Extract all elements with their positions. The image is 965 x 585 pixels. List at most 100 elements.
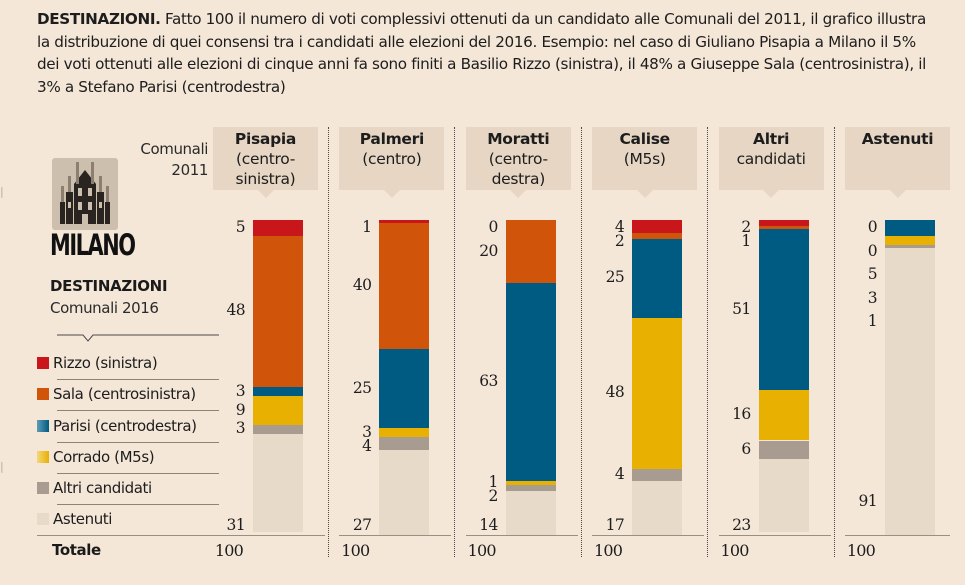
column-header-sub: (centro- destra) — [488, 150, 548, 188]
legend-label: Corrado (M5s) — [53, 448, 155, 466]
duomo-milano-icon — [52, 158, 118, 230]
data-label-astenuti: 17 — [605, 516, 625, 534]
data-label-corrado: 1 — [488, 473, 499, 492]
column-header-name: Pisapia — [234, 130, 297, 148]
legend-swatch-corrado — [37, 451, 49, 463]
column-header-name: Moratti — [487, 130, 550, 148]
bar-segment-altri — [758, 440, 809, 460]
column-header-palmeri: Palmeri (centro) — [339, 127, 445, 198]
column-header-name: Astenuti — [861, 130, 934, 148]
bar-segment-astenuti — [632, 481, 683, 535]
intro-text: DESTINAZIONI. Fatto 100 il numero di vot… — [37, 8, 937, 98]
legend-item-parisi: Parisi (centrodestra) — [37, 415, 197, 437]
data-label-rizzo: 0 — [488, 218, 499, 236]
bar-segment-corrado — [758, 390, 809, 441]
bar-segment-sala — [253, 235, 303, 387]
legend-item-sala: Sala (centrosinistra) — [37, 383, 196, 405]
column-header-name: Palmeri — [359, 130, 425, 148]
bar-segment-astenuti — [885, 248, 935, 535]
data-label-corrado: 16 — [732, 405, 751, 424]
column-header-calise: Calise (M5s) — [592, 127, 698, 198]
column-header-sub: (centro- sinistra) — [235, 150, 296, 188]
edge-artifact: | — [0, 460, 4, 473]
column-header-pisapia: Pisapia (centro- sinistra) — [213, 127, 318, 198]
bar-segment-rizzo — [253, 220, 303, 236]
data-label-sala: 20 — [479, 241, 498, 260]
data-label-sala: 1 — [741, 232, 751, 250]
bar-segment-parisi — [758, 229, 809, 391]
bar-segment-sala — [379, 223, 430, 350]
data-label-sala: 2 — [614, 232, 625, 250]
data-label-sala: 40 — [352, 276, 372, 295]
bar-segment-rizzo — [632, 220, 683, 233]
legend-swatch-rizzo — [37, 357, 49, 369]
column-total: 100 — [846, 541, 876, 560]
bar-segment-parisi — [885, 220, 935, 236]
bar-segment-sala — [632, 232, 683, 239]
data-label-astenuti: 27 — [352, 516, 372, 534]
bar-segment-corrado — [379, 427, 430, 438]
bar-segment-astenuti — [505, 490, 556, 535]
data-label-parisi: 25 — [605, 268, 625, 287]
bar-segment-altri — [253, 424, 303, 435]
legend-divider — [57, 379, 219, 380]
data-label-astenuti: 91 — [858, 492, 877, 510]
column-total: 100 — [214, 541, 244, 560]
data-label-parisi: 51 — [732, 299, 751, 318]
legend-swatch-sala — [37, 388, 49, 400]
baseline — [339, 535, 452, 536]
bar-segment-corrado — [505, 481, 556, 485]
data-label-altri: 6 — [741, 439, 751, 458]
legend-item-altri: Altri candidati — [37, 477, 152, 499]
data-label-parisi: 3 — [235, 381, 246, 400]
bar-segment-rizzo — [758, 220, 809, 227]
legend-label: Sala (centrosinistra) — [53, 385, 196, 403]
origin-label-line1: Comunali — [140, 140, 208, 158]
data-label-altri: 4 — [362, 436, 372, 455]
column-header-name: Altri — [753, 130, 790, 148]
bar-segment-sala — [505, 220, 556, 283]
legend-swatch-astenuti — [37, 513, 49, 525]
data-label-corrado: 3 — [867, 288, 878, 307]
baseline — [465, 535, 578, 536]
legend-divider — [57, 504, 219, 505]
data-label-astenuti: 31 — [226, 516, 245, 534]
column-header-sub: (centro) — [362, 150, 422, 168]
column-header-sub: (M5s) — [623, 150, 666, 168]
data-label-parisi: 25 — [352, 378, 372, 397]
data-label-astenuti: 14 — [479, 516, 498, 534]
column-total: 100 — [720, 541, 749, 560]
legend-divider — [57, 473, 219, 474]
legend-item-astenuti: Astenuti — [37, 508, 112, 530]
legend-pointer-line — [57, 334, 219, 342]
data-label-rizzo: 0 — [867, 218, 878, 236]
column-total: 100 — [341, 541, 370, 560]
legend-swatch-altri — [37, 482, 49, 494]
legend-label: Altri candidati — [53, 479, 152, 497]
data-label-altri: 2 — [488, 487, 499, 506]
column-separator — [833, 127, 835, 557]
bar-segment-astenuti — [758, 459, 809, 532]
bar-segment-parisi — [379, 349, 430, 428]
destinations-subtitle: Comunali 2016 — [50, 299, 159, 317]
column-total: 100 — [467, 541, 497, 560]
data-label-rizzo: 1 — [362, 218, 372, 236]
baseline — [718, 535, 831, 536]
bar-segment-parisi — [253, 386, 303, 397]
origin-label-line2: 2011 — [171, 161, 208, 179]
data-label-corrado: 9 — [235, 400, 246, 419]
legend-divider — [57, 410, 219, 411]
baseline — [592, 535, 705, 536]
totale-label: Totale — [52, 541, 101, 559]
legend-divider — [57, 442, 219, 443]
bar-segment-parisi — [505, 283, 556, 482]
legend-item-corrado: Corrado (M5s) — [37, 446, 155, 468]
legend-swatch-parisi — [37, 420, 49, 432]
data-label-sala: 48 — [226, 301, 245, 320]
city-name: MILANO — [50, 228, 136, 262]
data-label-corrado: 48 — [605, 383, 625, 402]
data-label-rizzo: 5 — [235, 218, 246, 236]
data-label-parisi: 63 — [479, 372, 498, 391]
intro-body: Fatto 100 il numero di voti complessivi … — [37, 10, 927, 96]
column-total: 100 — [594, 541, 623, 560]
